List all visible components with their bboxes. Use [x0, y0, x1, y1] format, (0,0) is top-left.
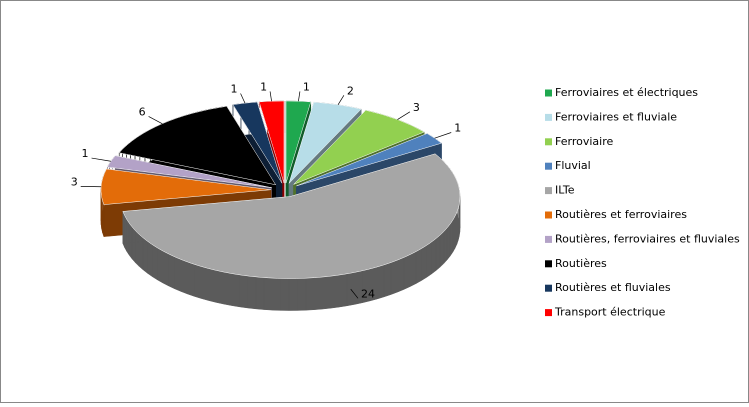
legend-swatch: [545, 187, 552, 194]
legend-label: ILTe: [555, 184, 575, 197]
data-label: 1: [260, 80, 267, 93]
legend-label: Fluvial: [555, 159, 591, 172]
legend-swatch: [545, 285, 552, 292]
data-label: 2: [347, 84, 354, 97]
legend-swatch: [545, 212, 552, 219]
data-label: 1: [82, 147, 89, 160]
legend-label: Routières: [555, 257, 607, 270]
legend-label: Transport électrique: [554, 306, 666, 319]
legend-label: Routières, ferroviaires et fluviales: [555, 232, 740, 245]
legend-swatch: [545, 260, 552, 267]
legend-label: Ferroviaires et fluviale: [555, 110, 677, 123]
legend-swatch: [545, 138, 552, 145]
data-label: 6: [139, 105, 146, 118]
data-label: 3: [413, 101, 420, 114]
legend-swatch: [545, 114, 552, 121]
data-label: 24: [361, 287, 375, 300]
legend-swatch: [545, 90, 552, 97]
legend-swatch: [545, 309, 552, 316]
legend-label: Routières et fluviales: [555, 281, 671, 294]
legend-label: Ferroviaires et électriques: [555, 86, 698, 99]
data-label: 1: [454, 121, 461, 134]
data-label: 3: [71, 175, 78, 188]
legend-swatch: [545, 163, 552, 170]
legend-swatch: [545, 236, 552, 243]
data-label: 1: [303, 80, 310, 93]
legend-label: Routières et ferroviaires: [555, 208, 687, 221]
legend-label: Ferroviaire: [555, 135, 613, 148]
data-label: 1: [231, 83, 238, 96]
